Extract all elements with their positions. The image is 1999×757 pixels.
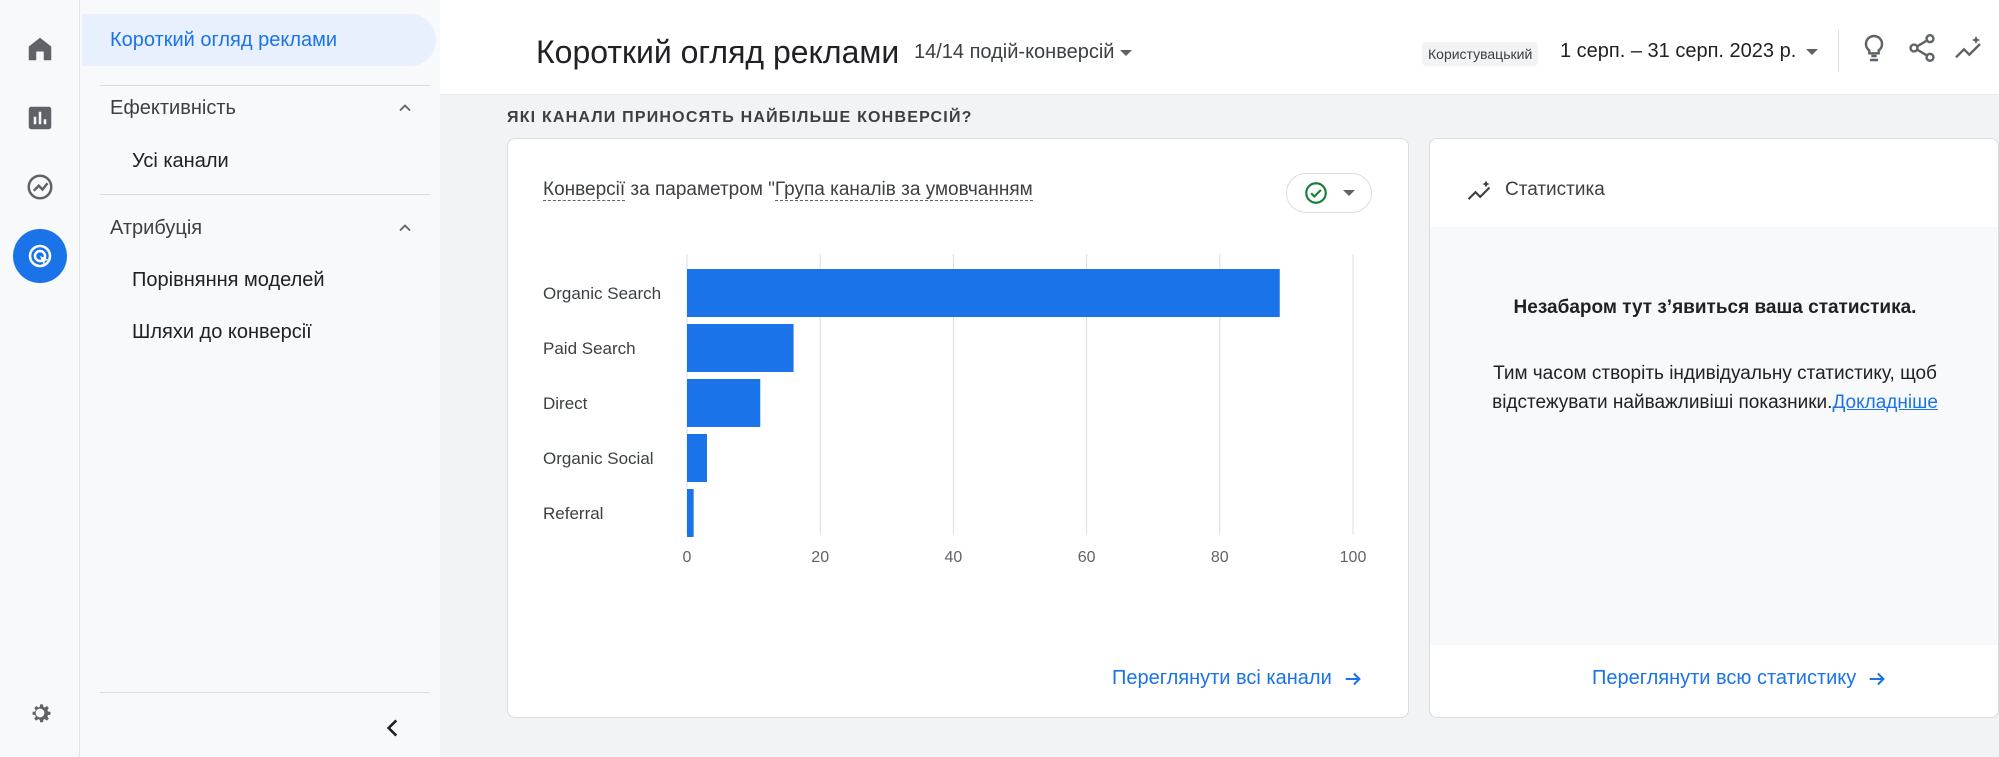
nav-item-model-comparison[interactable]: Порівняння моделей [132, 269, 325, 291]
section-heading: ЯКІ КАНАЛИ ПРИНОСЯТЬ НАЙБІЛЬШЕ КОНВЕРСІЙ… [507, 109, 973, 126]
nav-item-all-channels[interactable]: Усі канали [132, 150, 229, 172]
lightbulb-icon[interactable] [1858, 32, 1890, 64]
reports-icon[interactable] [13, 91, 67, 145]
caret-down-icon [1806, 48, 1819, 55]
insights-card: Статистика Незабаром тут з’явиться ваша … [1429, 138, 1999, 718]
bar [687, 269, 1280, 317]
conversions-select[interactable]: 14/14 подій-конверсій [914, 41, 1133, 64]
nav-section-attribution[interactable]: Атрибуція [110, 217, 203, 239]
category-label: Organic Social [543, 449, 654, 468]
divider [100, 194, 430, 195]
view-all-insights-link[interactable]: Переглянути всю статистику [1592, 667, 1888, 690]
x-tick-label: 100 [1340, 549, 1367, 566]
insights-icon[interactable] [1952, 32, 1984, 64]
chart-title-middle: за параметром " [625, 179, 775, 200]
arrow-right-icon [1345, 672, 1361, 685]
caret-down-icon [1343, 190, 1355, 196]
left-rail [0, 0, 80, 757]
metric-selector[interactable]: Конверсії [543, 179, 626, 201]
insights-description: Тим часом створіть індивідуальну статист… [1460, 359, 1970, 417]
chevron-left-icon[interactable] [380, 715, 406, 741]
nav-item-conversion-paths[interactable]: Шляхи до конверсії [132, 321, 312, 343]
bar-chart: 0 20 40 60 80 100 Organic Search Paid Search Dir… [543, 254, 1367, 566]
main-content: Короткий огляд реклами 14/14 подій-конве… [440, 0, 1999, 757]
comparison-button[interactable] [1286, 173, 1372, 213]
chart-title: Конверсії за параметром "Група каналів з… [543, 179, 1033, 201]
bar [687, 379, 761, 427]
settings-icon[interactable] [13, 686, 67, 740]
date-range-picker[interactable]: 1 серп. – 31 серп. 2023 р. [1560, 40, 1819, 63]
divider [100, 692, 430, 693]
custom-range-chip: Користувацький [1422, 42, 1539, 66]
category-label: Organic Search [543, 284, 661, 303]
nav-panel: Короткий огляд реклами Ефективність Усі … [80, 0, 440, 757]
x-tick-label: 60 [1078, 549, 1096, 566]
insights-card-title: Статистика [1505, 179, 1605, 200]
divider [100, 85, 430, 86]
category-label: Paid Search [543, 339, 636, 358]
bar [687, 434, 707, 482]
insights-icon [1467, 180, 1491, 200]
chevron-up-icon[interactable] [395, 218, 415, 238]
date-range-label: 1 серп. – 31 серп. 2023 р. [1560, 40, 1797, 62]
dimension-selector[interactable]: Група каналів за умовчанням [774, 179, 1033, 201]
view-all-channels-link[interactable]: Переглянути всі канали [1112, 667, 1364, 690]
insights-empty-state: Незабаром тут з’явиться ваша статистика.… [1430, 227, 1998, 645]
caret-down-icon [1120, 49, 1133, 56]
insights-description-text: Тим часом створіть індивідуальну статист… [1492, 363, 1937, 413]
x-tick-label: 20 [811, 549, 829, 566]
learn-more-link[interactable]: Докладніше [1832, 392, 1938, 413]
x-tick-label: 40 [945, 549, 963, 566]
page-title: Короткий огляд реклами [536, 34, 900, 70]
chevron-up-icon[interactable] [395, 98, 415, 118]
nav-item-label: Короткий огляд реклами [110, 29, 338, 51]
page-header: Короткий огляд реклами 14/14 подій-конве… [440, 0, 1999, 95]
nav-item-ads-overview[interactable]: Короткий огляд реклами [82, 14, 436, 66]
view-all-insights-label: Переглянути всю статистику [1592, 667, 1857, 689]
category-label: Direct [543, 394, 588, 413]
home-icon[interactable] [13, 22, 67, 76]
advertising-icon[interactable] [13, 229, 67, 283]
x-tick-label: 0 [683, 549, 692, 566]
insights-heading: Незабаром тут з’явиться ваша статистика. [1513, 297, 1917, 318]
nav-section-performance[interactable]: Ефективність [110, 97, 236, 119]
check-circle-icon [1305, 182, 1327, 204]
category-label: Referral [543, 504, 603, 523]
bar [687, 489, 694, 537]
conversions-by-channel-card: Конверсії за параметром "Група каналів з… [507, 138, 1409, 718]
view-all-channels-label: Переглянути всі канали [1112, 667, 1332, 689]
explore-icon[interactable] [13, 160, 67, 214]
insights-card-header: Статистика [1430, 139, 1998, 227]
divider [1838, 30, 1839, 72]
conversions-select-label: 14/14 подій-конверсій [914, 41, 1115, 63]
share-icon[interactable] [1906, 32, 1938, 64]
x-tick-label: 80 [1211, 549, 1229, 566]
bar [687, 324, 794, 372]
arrow-right-icon [1869, 672, 1886, 685]
